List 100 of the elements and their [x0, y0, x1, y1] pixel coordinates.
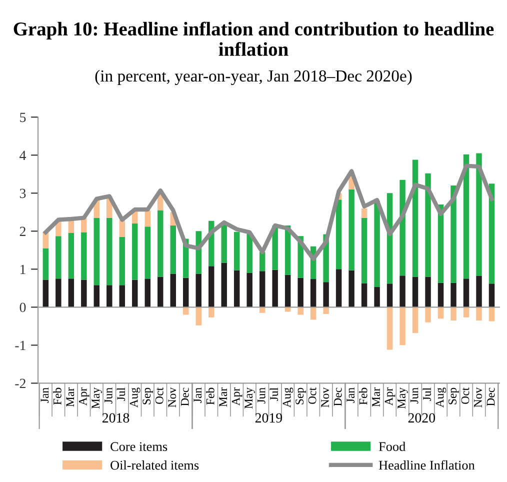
x-tick-label: Apr: [78, 387, 90, 406]
bar: [272, 270, 278, 308]
bar: [183, 278, 189, 308]
bar: [412, 276, 418, 308]
legend-label: Headline Inflation: [378, 460, 475, 470]
bar: [221, 262, 227, 308]
y-tick-label: 5: [20, 112, 26, 122]
x-tick-label: Aug: [130, 388, 140, 408]
bar: [208, 266, 214, 308]
bar: [438, 307, 444, 319]
x-tick-label: Jul: [422, 388, 431, 401]
bar: [425, 173, 431, 277]
bar: [336, 200, 342, 270]
bar: [348, 189, 354, 270]
line-series: [44, 164, 494, 261]
bar: [106, 285, 112, 308]
x-tick-label: Dec: [486, 388, 495, 406]
x-tick-label: Sep: [448, 388, 459, 404]
bar: [234, 232, 240, 270]
y-tick-label: 4: [20, 150, 26, 160]
bar: [119, 236, 126, 286]
bar: [450, 307, 456, 320]
bar: [158, 276, 164, 308]
x-tick-label: Aug: [282, 388, 294, 408]
bar: [132, 224, 138, 280]
bar: [234, 270, 240, 308]
bar: [42, 280, 49, 308]
x-tick-label: Jun: [410, 388, 418, 404]
bar: [476, 153, 482, 276]
bar: [386, 284, 393, 308]
bar: [94, 218, 100, 286]
bar: [298, 278, 304, 308]
y-tick-label: 0: [20, 302, 26, 312]
bar: [450, 282, 456, 308]
x-tick-label: Jun: [257, 388, 266, 404]
bar: [132, 280, 138, 308]
x-tick-label: Nov: [321, 387, 330, 408]
bar: [488, 284, 495, 308]
bar: [158, 210, 164, 277]
y-tick-label: 2: [20, 226, 26, 236]
bar: [68, 278, 74, 308]
bar: [208, 307, 214, 318]
legend-label: Food: [378, 442, 406, 452]
y-tick-label: -2: [15, 378, 26, 388]
bar: [94, 285, 100, 308]
bar: [361, 208, 368, 218]
bar: [196, 274, 202, 308]
bar: [81, 280, 87, 308]
x-tick-label: Nov: [474, 387, 482, 408]
bar: [463, 154, 470, 279]
x-tick-label: Jul: [270, 388, 278, 401]
bar: [463, 278, 470, 308]
x-tick-label: Apr: [232, 387, 242, 406]
x-tick-label: May: [398, 387, 408, 409]
bar: [81, 232, 87, 280]
legend-label: Core items: [110, 442, 168, 452]
x-tick-label: Feb: [358, 388, 368, 405]
bar: [476, 307, 482, 320]
chart-title: Graph 10: Headline inflation and contribution to headline inflation: [14, 22, 494, 56]
bar: [284, 274, 291, 308]
x-tick-label: May: [92, 387, 102, 409]
bar: [374, 287, 380, 308]
bar: [246, 272, 252, 308]
bar: [170, 274, 176, 308]
bar: [56, 236, 62, 279]
bar: [298, 307, 304, 315]
x-tick-label: Mar: [372, 387, 380, 407]
bar: [196, 307, 202, 326]
bar: [221, 222, 227, 263]
bar: [400, 307, 406, 346]
bar: [170, 225, 176, 274]
bar: [183, 307, 189, 315]
bar: [144, 226, 150, 279]
x-tick-label: Feb: [53, 388, 62, 405]
x-tick-label: Aug: [436, 388, 446, 408]
bar: [476, 276, 482, 308]
text: 2020: [408, 413, 436, 423]
x-tick-label: May: [244, 387, 255, 409]
bar: [144, 210, 150, 227]
bar: [438, 282, 444, 308]
bar: [400, 276, 406, 308]
x-tick-label: Jan: [194, 388, 202, 403]
x-tick-label: Jun: [104, 388, 112, 404]
bar: [56, 278, 62, 308]
text: 2019: [255, 413, 282, 423]
bar: [336, 269, 342, 308]
x-tick-label: Dec: [180, 388, 189, 406]
bar: [144, 278, 150, 308]
bar: [412, 160, 418, 277]
chart-subtitle: (in percent, year-on-year, Jan 2018–Dec 2020e): [95, 70, 412, 86]
bar: [310, 307, 316, 320]
x-tick-label: Oct: [461, 387, 470, 404]
x-tick-label: Jul: [116, 388, 126, 401]
legend-label: Oil-related items: [110, 460, 199, 470]
bar: [374, 200, 380, 288]
x-tick-label: Jan: [40, 388, 49, 403]
bar: [488, 307, 495, 322]
y-tick-label: -1: [15, 340, 26, 350]
bar: [425, 307, 431, 322]
x-tick-label: Mar: [219, 387, 228, 407]
